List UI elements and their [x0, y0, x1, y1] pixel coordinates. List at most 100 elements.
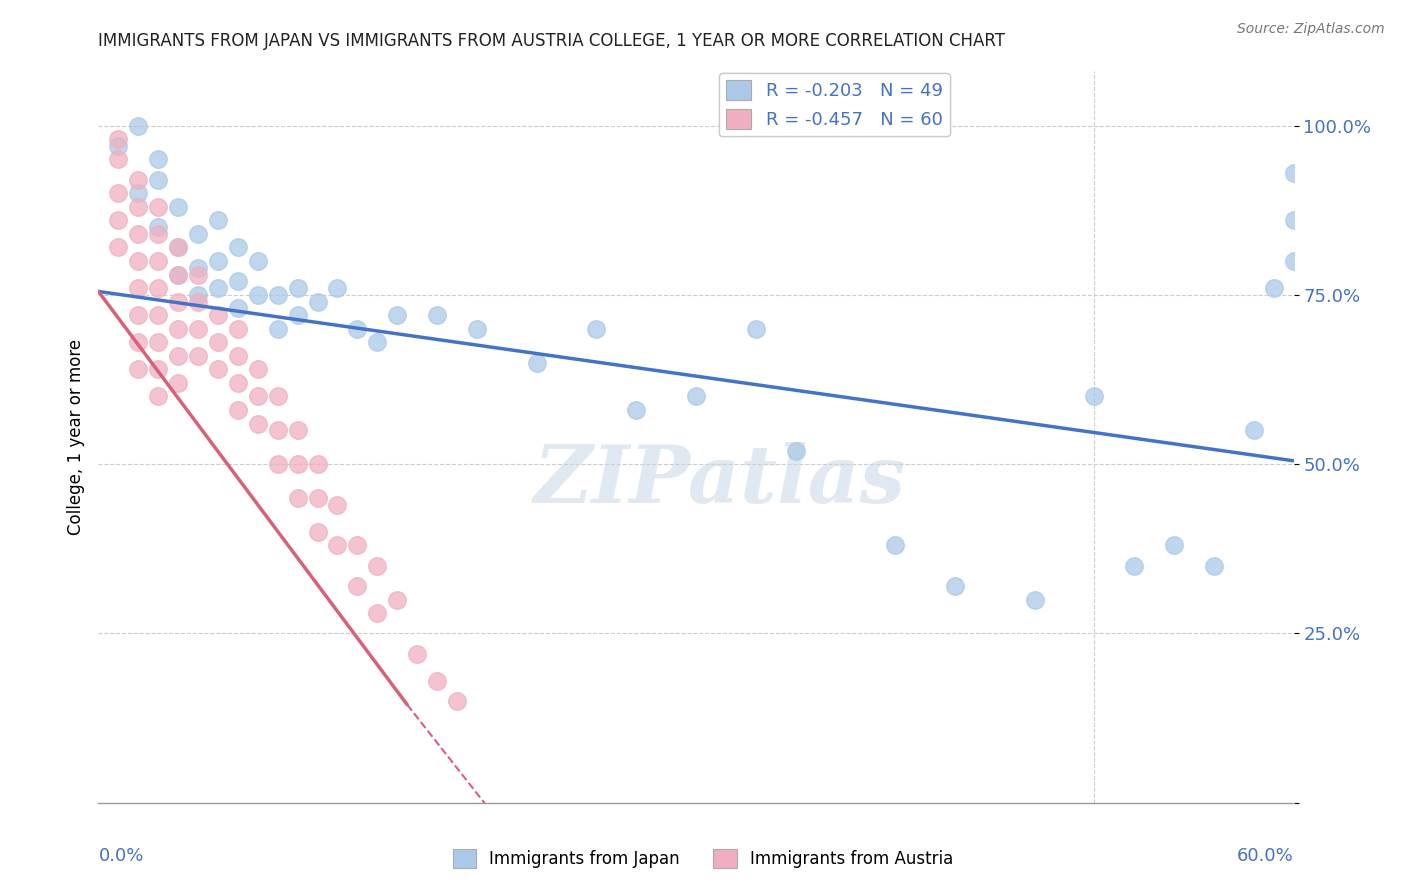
- Point: [187, 227, 209, 241]
- Point: [127, 254, 149, 268]
- Point: [148, 389, 170, 403]
- Point: [1202, 558, 1225, 573]
- Point: [943, 579, 966, 593]
- Point: [366, 558, 388, 573]
- Point: [346, 579, 368, 593]
- Point: [207, 281, 229, 295]
- Point: [267, 288, 290, 302]
- Point: [226, 301, 249, 316]
- Point: [187, 288, 209, 302]
- Point: [246, 254, 269, 268]
- Point: [226, 403, 249, 417]
- Point: [346, 322, 368, 336]
- Point: [366, 335, 388, 350]
- Point: [127, 186, 149, 201]
- Point: [107, 132, 129, 146]
- Point: [167, 322, 190, 336]
- Point: [107, 240, 129, 254]
- Legend: Immigrants from Japan, Immigrants from Austria: Immigrants from Japan, Immigrants from A…: [446, 843, 960, 875]
- Point: [307, 524, 329, 539]
- Point: [127, 227, 149, 241]
- Point: [148, 362, 170, 376]
- Point: [307, 491, 329, 505]
- Point: [167, 200, 190, 214]
- Point: [167, 376, 190, 390]
- Point: [167, 294, 190, 309]
- Point: [226, 349, 249, 363]
- Point: [107, 139, 129, 153]
- Point: [148, 172, 170, 186]
- Point: [366, 606, 388, 620]
- Point: [107, 153, 129, 167]
- Point: [127, 308, 149, 322]
- Point: [626, 403, 648, 417]
- Point: [287, 281, 309, 295]
- Point: [267, 322, 290, 336]
- Point: [1282, 166, 1305, 180]
- Point: [226, 376, 249, 390]
- Point: [187, 268, 209, 282]
- Point: [884, 538, 907, 552]
- Point: [207, 335, 229, 350]
- Point: [326, 498, 349, 512]
- Legend: R = -0.203   N = 49, R = -0.457   N = 60: R = -0.203 N = 49, R = -0.457 N = 60: [718, 73, 950, 136]
- Point: [267, 457, 290, 471]
- Text: Source: ZipAtlas.com: Source: ZipAtlas.com: [1237, 22, 1385, 37]
- Point: [148, 335, 170, 350]
- Point: [326, 281, 349, 295]
- Point: [148, 281, 170, 295]
- Point: [167, 268, 190, 282]
- Point: [385, 592, 409, 607]
- Point: [585, 322, 607, 336]
- Point: [526, 355, 548, 369]
- Point: [167, 240, 190, 254]
- Y-axis label: College, 1 year or more: College, 1 year or more: [66, 339, 84, 535]
- Point: [226, 240, 249, 254]
- Point: [167, 349, 190, 363]
- Point: [426, 673, 449, 688]
- Point: [685, 389, 707, 403]
- Point: [127, 200, 149, 214]
- Text: 0.0%: 0.0%: [98, 847, 143, 864]
- Point: [148, 153, 170, 167]
- Point: [1243, 423, 1265, 437]
- Point: [1163, 538, 1185, 552]
- Point: [1282, 213, 1305, 227]
- Point: [1263, 281, 1285, 295]
- Point: [465, 322, 488, 336]
- Point: [446, 694, 468, 708]
- Point: [148, 200, 170, 214]
- Point: [287, 491, 309, 505]
- Point: [1083, 389, 1105, 403]
- Point: [167, 240, 190, 254]
- Point: [107, 213, 129, 227]
- Point: [267, 389, 290, 403]
- Point: [287, 308, 309, 322]
- Point: [148, 254, 170, 268]
- Point: [745, 322, 768, 336]
- Point: [307, 294, 329, 309]
- Point: [785, 443, 807, 458]
- Point: [385, 308, 409, 322]
- Point: [207, 254, 229, 268]
- Point: [187, 260, 209, 275]
- Point: [307, 457, 329, 471]
- Text: IMMIGRANTS FROM JAPAN VS IMMIGRANTS FROM AUSTRIA COLLEGE, 1 YEAR OR MORE CORRELA: IMMIGRANTS FROM JAPAN VS IMMIGRANTS FROM…: [98, 32, 1005, 50]
- Point: [187, 322, 209, 336]
- Point: [148, 308, 170, 322]
- Point: [326, 538, 349, 552]
- Point: [287, 423, 309, 437]
- Point: [127, 362, 149, 376]
- Point: [127, 119, 149, 133]
- Point: [267, 423, 290, 437]
- Point: [207, 362, 229, 376]
- Point: [107, 186, 129, 201]
- Point: [187, 349, 209, 363]
- Text: ZIPatlas: ZIPatlas: [534, 442, 905, 520]
- Point: [287, 457, 309, 471]
- Point: [127, 172, 149, 186]
- Point: [226, 322, 249, 336]
- Point: [246, 417, 269, 431]
- Point: [406, 647, 429, 661]
- Point: [167, 268, 190, 282]
